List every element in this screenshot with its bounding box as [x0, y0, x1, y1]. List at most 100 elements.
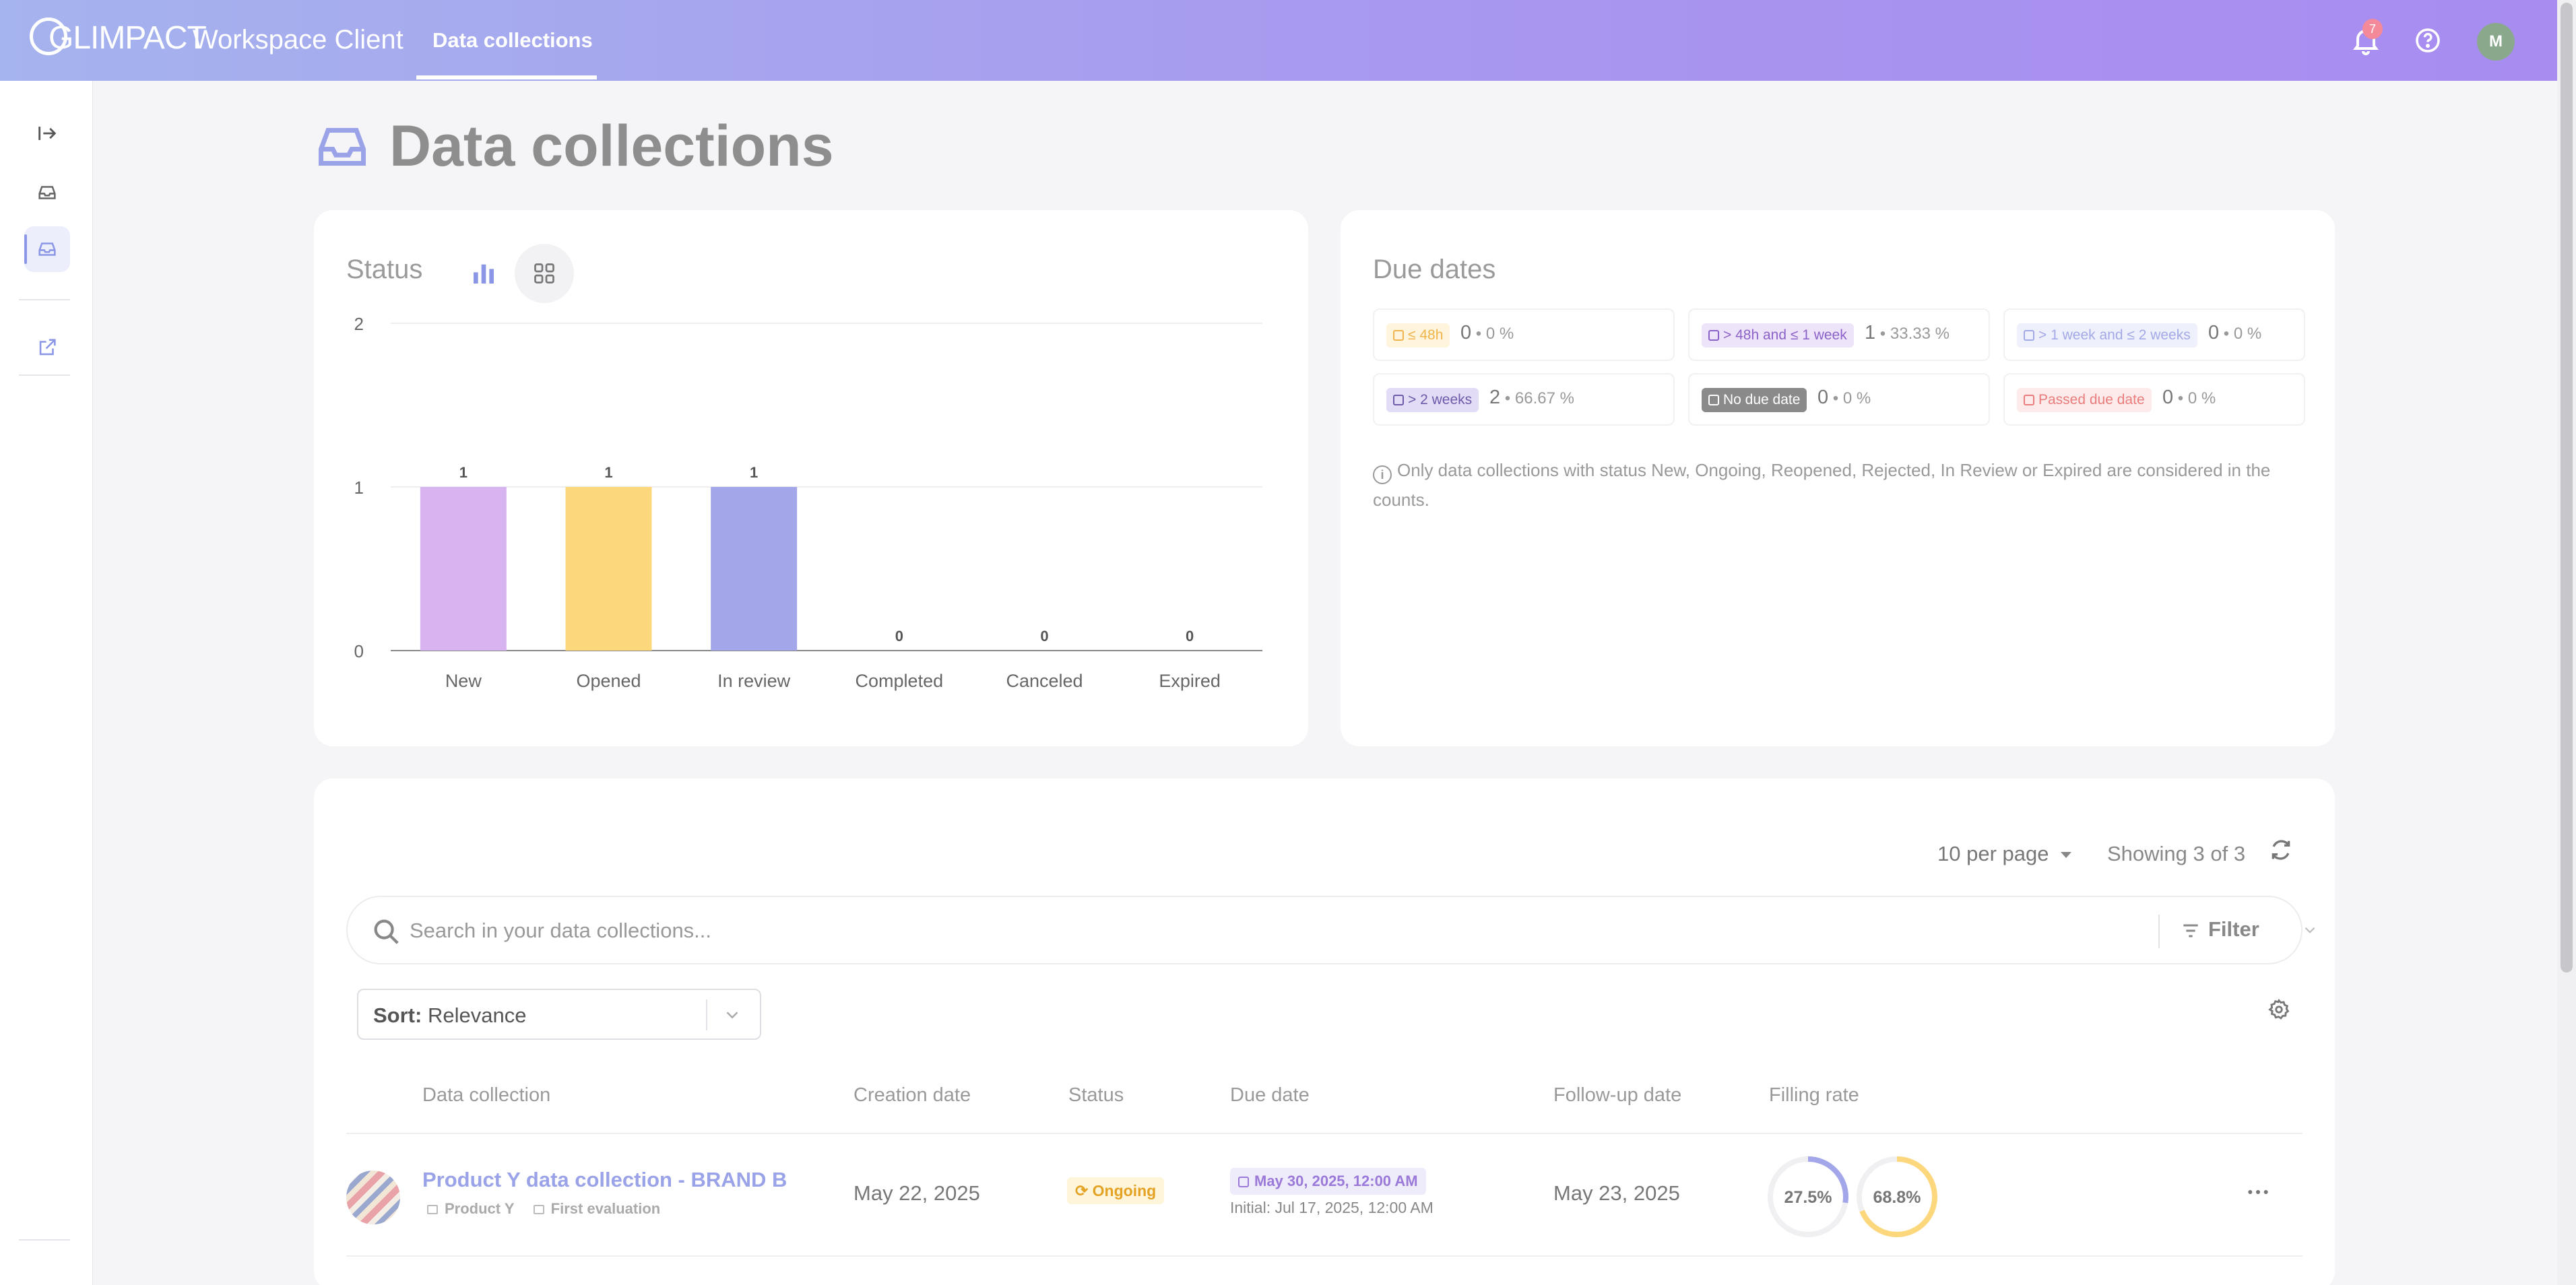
due-bucket-tag: > 2 weeks: [1386, 388, 1479, 412]
y-tick-label: 0: [354, 641, 364, 661]
divider: [346, 1133, 2303, 1134]
bar: [420, 487, 507, 651]
due-bucket-tag: Passed due date: [2017, 388, 2152, 412]
data-label: 1: [604, 464, 612, 481]
sort-value: Relevance: [427, 1003, 527, 1027]
calendar-icon: [2024, 330, 2034, 341]
column-header-filling-rate[interactable]: Filling rate: [1769, 1084, 1859, 1106]
due-bucket[interactable]: No due date 0 • 0 %: [1688, 373, 1990, 426]
x-tick-label: In review: [717, 671, 791, 691]
caret-down-icon: [2061, 852, 2072, 858]
calendar-icon: [2024, 395, 2034, 405]
sort-select[interactable]: Sort: Relevance: [357, 989, 761, 1040]
calendar-icon: [1708, 330, 1719, 341]
due-bucket-tag: > 48h and ≤ 1 week: [1702, 323, 1854, 348]
data-label: 1: [459, 464, 468, 481]
due-bucket-count: 0 • 0 %: [2162, 387, 2216, 408]
per-page-select[interactable]: 10 per page: [1937, 842, 2072, 866]
initial-due-date: Initial: Jul 17, 2025, 12:00 AM: [1230, 1199, 1434, 1216]
sort-prefix: Sort:: [373, 1003, 422, 1027]
divider: [346, 1255, 2303, 1257]
column-header-follow-up-date[interactable]: Follow-up date: [1553, 1084, 1682, 1106]
gauge-arc: [1857, 1156, 1937, 1237]
sidebar-item-inbox[interactable]: [24, 170, 70, 216]
column-header-due-date[interactable]: Due date: [1230, 1084, 1310, 1106]
user-avatar[interactable]: M: [2477, 23, 2515, 61]
scrollbar-thumb[interactable]: [2561, 3, 2573, 973]
x-tick-label: New: [445, 671, 482, 691]
data-label: 1: [750, 464, 758, 481]
sidebar-collapse-button[interactable]: [24, 110, 70, 156]
due-bucket-count: 0 • 0 %: [1817, 387, 1871, 408]
due-bucket-count: 0 • 0 %: [2208, 322, 2262, 343]
data-label: 0: [1186, 628, 1194, 645]
grid-view-button[interactable]: [515, 244, 574, 303]
refresh-icon: ⟳: [1075, 1182, 1093, 1199]
due-bucket[interactable]: > 1 week and ≤ 2 weeks 0 • 0 %: [2003, 308, 2305, 361]
column-header-creation-date[interactable]: Creation date: [854, 1084, 971, 1106]
chevron-down-icon[interactable]: [2301, 921, 2319, 942]
y-tick-label: 2: [354, 314, 364, 334]
search-bar: Filter: [346, 896, 2315, 964]
row-tags: Product Y First evaluation: [427, 1200, 675, 1218]
bar: [711, 487, 798, 651]
data-collection-name-link[interactable]: Product Y data collection - BRAND B: [422, 1168, 787, 1191]
due-date-badge: May 30, 2025, 12:00 AM: [1230, 1168, 1426, 1195]
due-bucket-count: 0 • 0 %: [1460, 322, 1514, 343]
top-bar: GLIMPACT Workspace Client Data collectio…: [0, 0, 2576, 81]
due-bucket[interactable]: Passed due date 0 • 0 %: [2003, 373, 2305, 426]
column-header-data-collection[interactable]: Data collection: [422, 1084, 551, 1106]
refresh-icon[interactable]: [2267, 836, 2294, 867]
sidebar: [0, 81, 93, 1285]
info-icon: i: [1373, 465, 1392, 484]
gauge-label: 27.5%: [1784, 1188, 1832, 1207]
showing-count: Showing 3 of 3: [2107, 842, 2246, 865]
status-bar-chart: 0 1 2 1 New 1 Opened 1 In review 0 Completed 0 Cance…: [354, 314, 1262, 691]
active-tab-indicator: [416, 75, 597, 79]
search-input[interactable]: [410, 911, 2026, 951]
product-thumbnail: [346, 1171, 400, 1224]
logo[interactable]: GLIMPACT: [30, 18, 207, 57]
due-bucket[interactable]: > 48h and ≤ 1 week 1 • 33.33 %: [1688, 308, 1990, 361]
more-options-icon[interactable]: [2245, 1179, 2272, 1209]
due-bucket[interactable]: > 2 weeks 2 • 66.67 %: [1373, 373, 1675, 426]
due-bucket-tag: No due date: [1702, 388, 1807, 412]
product-icon: [427, 1205, 438, 1214]
chevron-down-icon: [722, 1005, 742, 1028]
bar-chart-view-button[interactable]: [454, 244, 513, 303]
app-name: Workspace Client: [193, 25, 404, 55]
evaluation-tag: First evaluation: [550, 1200, 661, 1217]
data-collections-list: 10 per page Showing 3 of 3 Filter Sort: …: [314, 779, 2335, 1285]
bar: [565, 487, 652, 651]
status-title: Status: [346, 255, 423, 284]
follow-up-date: May 23, 2025: [1553, 1181, 1680, 1205]
help-icon[interactable]: [2412, 24, 2444, 57]
x-tick-label: Completed: [856, 671, 944, 691]
sidebar-divider: [19, 299, 70, 300]
due-bucket-count: 1 • 33.33 %: [1865, 322, 1950, 343]
status-card: Status 0 1 2 1 New 1 Opened 1 In review 0 Complete…: [314, 210, 1308, 746]
search-icon: [371, 916, 401, 950]
due-bucket-tag: > 1 week and ≤ 2 weeks: [2017, 323, 2197, 348]
due-dates-card: Due dates ≤ 48h 0 • 0 % > 48h and ≤ 1 week…: [1341, 210, 2335, 746]
data-label: 0: [1040, 628, 1048, 645]
filter-icon[interactable]: [2180, 920, 2201, 945]
calendar-icon: [1393, 330, 1404, 341]
due-bucket[interactable]: ≤ 48h 0 • 0 %: [1373, 308, 1675, 361]
tab-data-collections[interactable]: Data collections: [432, 28, 593, 52]
product-tag: Product Y: [445, 1200, 515, 1217]
gear-icon[interactable]: [2267, 998, 2290, 1024]
x-tick-label: Opened: [576, 671, 641, 691]
calendar-icon: [1393, 395, 1404, 405]
due-bucket-count: 2 • 66.67 %: [1489, 387, 1574, 408]
sidebar-item-data-collections[interactable]: [24, 226, 70, 272]
x-tick-label: Canceled: [1006, 671, 1083, 691]
filter-button[interactable]: Filter: [2208, 917, 2259, 941]
y-tick-label: 1: [354, 477, 364, 498]
column-header-status[interactable]: Status: [1068, 1084, 1124, 1106]
due-bucket-tag: ≤ 48h: [1386, 323, 1450, 348]
notification-badge: 7: [2362, 19, 2383, 39]
sidebar-item-external-link[interactable]: [24, 325, 70, 370]
gauge-arc: [1768, 1156, 1848, 1237]
calendar-icon: [1238, 1177, 1249, 1187]
